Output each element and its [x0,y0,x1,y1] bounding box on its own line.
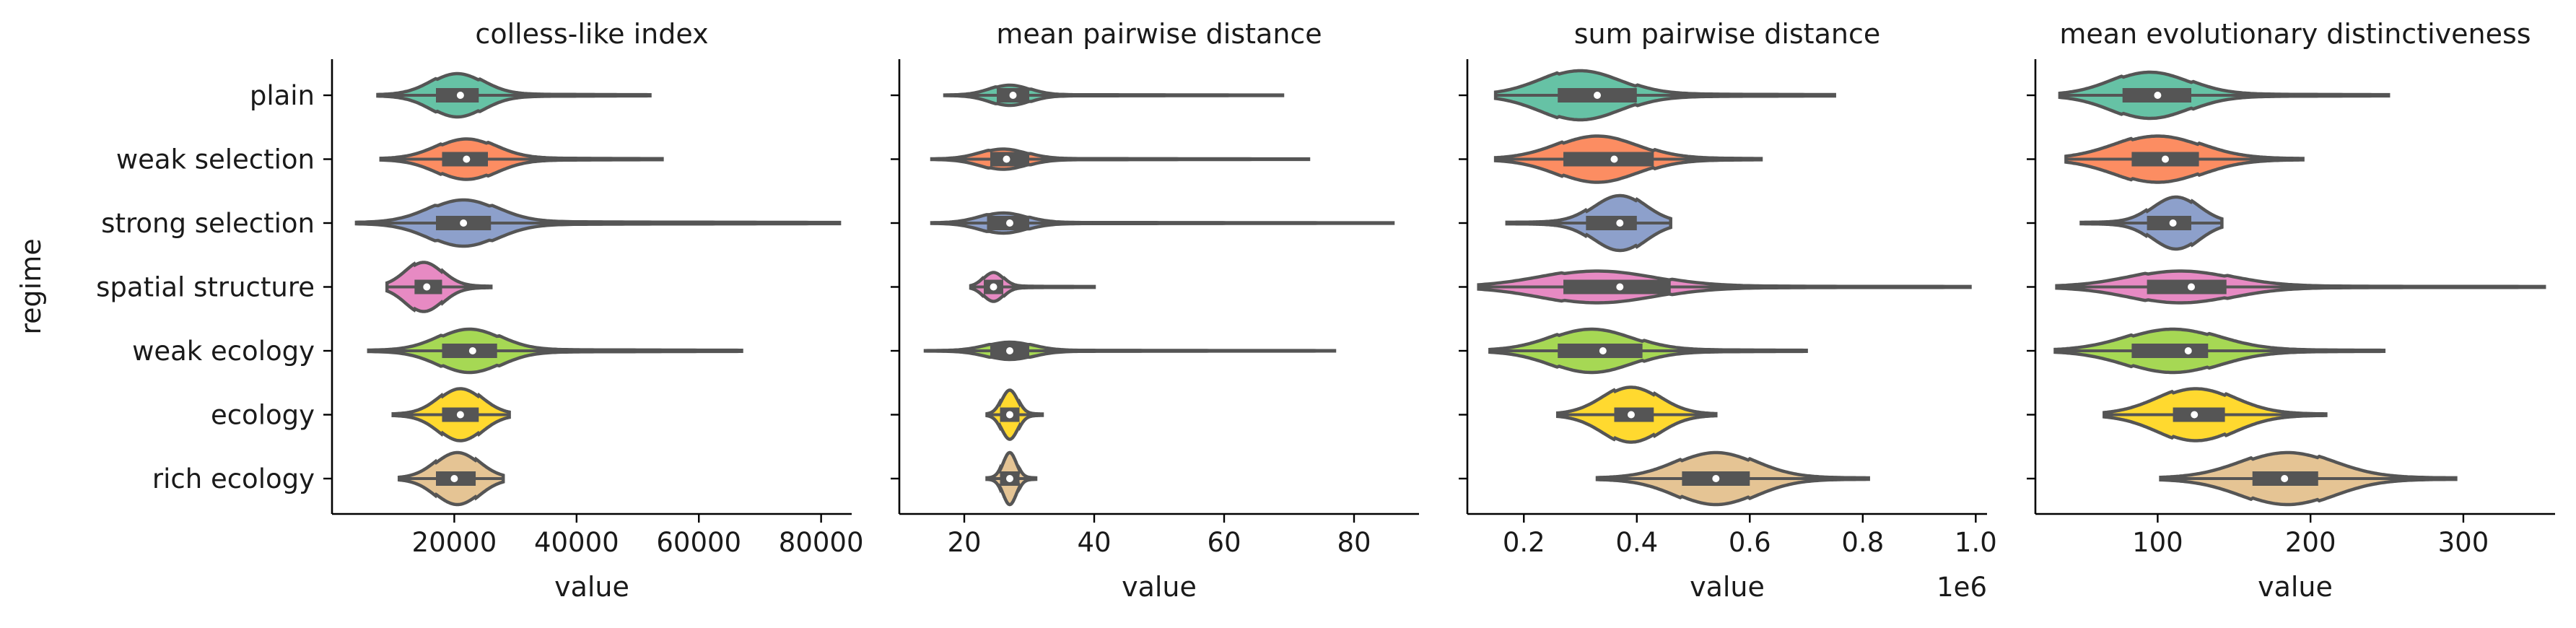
violin-rich-ecology [2159,450,2458,507]
panel-4: mean evolutionary distinctiveness 100 200 3… [2027,18,2555,603]
y-tick-label: rich ecology [152,463,315,494]
panel-2: mean pairwise distance 20 40 60 80 value [891,18,1419,603]
x-offset-label: 1e6 [1937,572,1987,603]
violin-median [1006,411,1013,419]
violin-median [2184,347,2192,354]
violin-median [423,283,431,291]
violin-spatial-structure [1477,269,1972,305]
y-tick-label: strong selection [101,208,315,239]
x-tick-label: 80 [1337,527,1371,558]
y-tick-label: weak ecology [132,336,315,367]
violin-weak-ecology [923,340,1337,362]
violin-median [2281,475,2289,482]
violin-median [456,411,464,419]
violin-plain [2058,70,2391,121]
x-tick-label: 0.2 [1503,527,1545,558]
x-tick-label: 100 [2132,527,2183,558]
violin-median [456,92,464,99]
violin-spatial-structure [969,271,1096,303]
y-axis-label: regime [15,238,47,334]
panel-1: colless-like index plain weak selection str… [96,18,863,603]
x-tick-label: 60000 [656,527,741,558]
y-tick-label: spatial structure [96,272,315,303]
violin-weak-ecology [2053,327,2386,375]
panel-title: mean evolutionary distinctiveness [2059,18,2531,50]
violin-median [1616,219,1624,227]
violin-rich-ecology [397,450,505,507]
violin-median [450,475,458,482]
x-tick-label: 0.6 [1729,527,1771,558]
violin-plain [943,83,1285,108]
x-axis-label: value [554,571,629,603]
x-tick-label: 0.8 [1841,527,1884,558]
violin-median [463,155,471,163]
x-tick-label: 80000 [779,527,864,558]
violin-ecology [2103,387,2328,442]
violin-median [1627,411,1635,419]
x-tick-label: 60 [1207,527,1241,558]
violin-body [354,198,842,248]
x-axis-label: value [1122,571,1197,603]
violin-ecology [1555,385,1718,444]
violin-median [468,347,476,354]
violin-median [1712,475,1720,482]
violin-rich-ecology [1595,450,1870,507]
x-tick-label: 20 [947,527,981,558]
violin-spatial-structure [385,261,493,313]
x-tick-label: 20000 [412,527,497,558]
violin-weak-selection [379,137,664,181]
y-tick-label: ecology [211,400,315,431]
violin-median [1610,155,1618,163]
x-tick-label: 300 [2438,527,2489,558]
violin-strong-selection [2079,195,2224,251]
violin-plain [376,71,652,119]
x-tick-label: 200 [2285,527,2336,558]
x-tick-label: 40000 [534,527,619,558]
violin-median [2188,283,2195,291]
violin-median [2169,219,2177,227]
violin-median [460,219,468,227]
panel-title: mean pairwise distance [996,18,1322,50]
x-tick-label: 0.4 [1615,527,1658,558]
violin-weak-ecology [367,327,743,375]
violin-strong-selection [1505,193,1672,253]
violin-weak-selection [930,147,1311,171]
x-axis-label: value [2258,571,2333,603]
violin-median [2162,155,2169,163]
panel-title: sum pairwise distance [1574,18,1880,50]
violin-median [1003,155,1010,163]
violin-median [1006,219,1013,227]
x-axis-label: value [1690,571,1765,603]
violin-rich-ecology [985,450,1038,507]
violin-median [1616,283,1624,291]
violin-median [2191,411,2199,419]
violin-weak-ecology [1488,327,1808,375]
violin-strong-selection [354,198,842,248]
panel-title: colless-like index [475,18,708,50]
y-tick-label: weak selection [116,144,315,175]
violin-ecology [985,388,1044,441]
panel-3: sum pairwise distance 0.2 0.4 0.6 0.8 1.0 valu… [1459,18,1997,603]
violin-weak-selection [1493,134,1763,184]
violin-spatial-structure [2055,269,2546,305]
violin-median [1006,475,1013,482]
violin-median [1599,347,1607,354]
violin-strong-selection [930,211,1395,235]
violin-median [1594,92,1601,99]
violin-weak-selection [2064,134,2305,184]
x-tick-label: 1.0 [1955,527,1997,558]
violin-median [990,283,997,291]
violin-median [1009,92,1017,99]
violin-plain [1493,69,1836,122]
violin-median [2154,92,2162,99]
violin-ecology [391,387,511,442]
y-tick-label: plain [250,80,315,111]
violin-median [1006,347,1013,354]
x-tick-label: 40 [1077,527,1111,558]
